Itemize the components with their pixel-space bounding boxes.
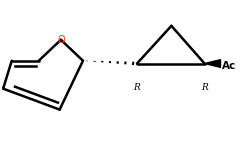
Text: R: R — [201, 83, 208, 92]
Text: O: O — [57, 35, 65, 45]
Polygon shape — [205, 60, 221, 67]
Text: Ac: Ac — [222, 61, 236, 71]
Text: R: R — [134, 83, 140, 92]
